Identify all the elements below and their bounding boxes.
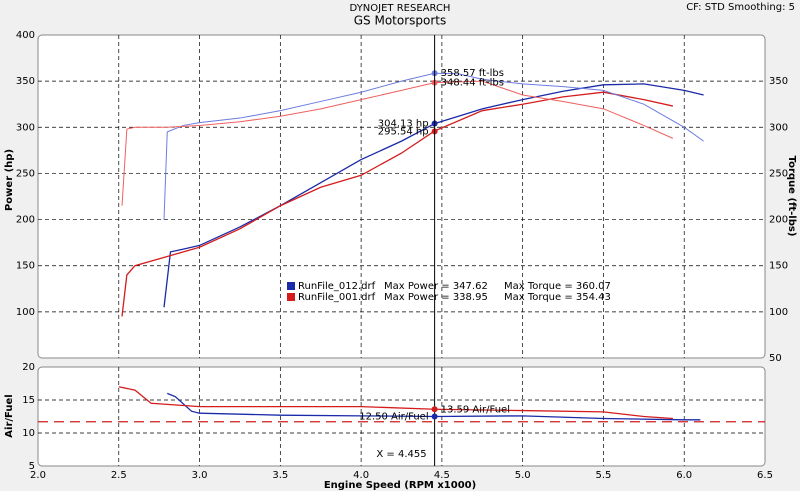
x-tick-label: 5.0 [515, 470, 531, 481]
y2-tick-label: 200 [769, 215, 788, 226]
legend-power: Max Power = 338.95 [384, 292, 488, 303]
marker-label: 348.44 ft-lbs [441, 78, 504, 89]
x-tick-label: 6.5 [757, 470, 773, 481]
x-tick-label: 4.5 [434, 470, 450, 481]
y-tick-label: 5 [29, 461, 35, 472]
header-settings: CF: STD Smoothing: 5 [686, 2, 795, 13]
x-tick-label: 5.5 [595, 470, 611, 481]
y2-tick-label: 150 [769, 261, 788, 272]
y2-tick-label: 300 [769, 122, 788, 133]
legend-torque: Max Torque = 354.43 [504, 292, 611, 303]
legend-swatch [287, 293, 295, 301]
legend-swatch [287, 282, 295, 290]
y-axis-label: Power (hp) [4, 149, 15, 211]
y2-axis-label: Torque (ft-lbs) [786, 156, 797, 237]
y-tick-label: 150 [16, 261, 35, 272]
top-panel [37, 34, 766, 359]
x-tick-label: 2.5 [111, 470, 127, 481]
y2-tick-label: 350 [769, 76, 788, 87]
y-axis-label: Air/Fuel [4, 394, 15, 437]
y2-tick-label: 50 [769, 353, 782, 364]
marker-label: 12.50 Air/Fuel [359, 412, 428, 423]
legend-torque: Max Torque = 360.07 [504, 281, 611, 292]
data-line [166, 392, 701, 421]
marker-label: 358.57 ft-lbs [441, 68, 504, 79]
marker-dot [431, 413, 438, 420]
legend-file: RunFile_001.drf [298, 292, 376, 303]
legend-file: RunFile_012.drf [298, 281, 376, 292]
x-tick-label: 3.0 [192, 470, 208, 481]
y-tick-label: 300 [16, 122, 35, 133]
marker-dot [431, 406, 438, 413]
data-line [121, 91, 674, 317]
y-tick-label: 350 [16, 76, 35, 87]
y-tick-label: 250 [16, 168, 35, 179]
x-tick-label: 4.0 [353, 470, 369, 481]
y-tick-label: 100 [16, 307, 35, 318]
marker-label: 13.59 Air/Fuel [441, 404, 510, 415]
data-line [163, 83, 704, 308]
chart-title: DYNOJET RESEARCH [350, 3, 451, 14]
marker-label: 304.13 hp [378, 118, 429, 129]
y-tick-label: 10 [22, 428, 35, 439]
legend-power: Max Power = 347.62 [384, 281, 488, 292]
data-line [118, 386, 673, 420]
y-tick-label: 20 [22, 362, 35, 373]
data-line [121, 80, 674, 206]
y-tick-label: 15 [22, 395, 35, 406]
y-tick-label: 200 [16, 215, 35, 226]
x-axis-label: Engine Speed (RPM x1000) [324, 480, 476, 491]
y2-tick-label: 250 [769, 168, 788, 179]
data-line [163, 72, 704, 220]
chart-subtitle: GS Motorsports [354, 14, 447, 28]
y2-tick-label: 100 [769, 307, 788, 318]
x-tick-label: 3.5 [272, 470, 288, 481]
y-tick-label: 400 [16, 30, 35, 41]
x-tick-label: 2.0 [30, 470, 46, 481]
marker-label: 295.54 hp [378, 126, 429, 137]
cursor-label: X = 4.455 [376, 449, 426, 460]
x-tick-label: 6.0 [676, 470, 692, 481]
